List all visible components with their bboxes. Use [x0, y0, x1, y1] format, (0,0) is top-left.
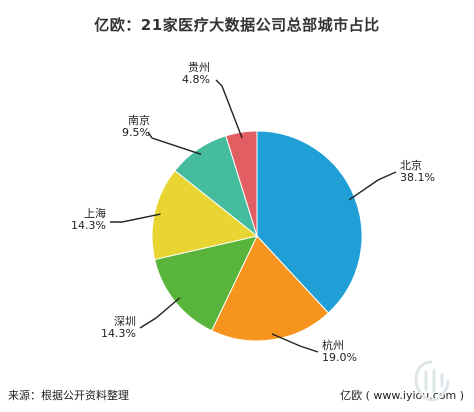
leader-line-1: [271, 333, 319, 353]
pie-slice-5: [225, 130, 258, 237]
leader-line-3: [110, 213, 161, 223]
slice-value-label-4: 9.5%: [122, 126, 150, 139]
slice-value-label-0: 38.1%: [400, 171, 435, 184]
slice-label-3: 上海: [84, 206, 106, 220]
watermark-logo-icon: [414, 360, 450, 402]
pie-slice-0: [256, 130, 363, 314]
leader-line-5: [215, 79, 243, 139]
slice-value-label-2: 14.3%: [101, 327, 136, 340]
slice-label-5: 贵州: [188, 61, 210, 74]
leader-line-4: [147, 131, 202, 155]
slice-value-label-1: 19.0%: [322, 351, 357, 364]
leader-line-0: [348, 171, 397, 201]
pie-slice-3: [151, 169, 259, 261]
pie-slices: [151, 130, 363, 342]
chart-title: 亿欧：21家医疗大数据公司总部城市占比: [94, 16, 380, 34]
slice-label-0: 北京: [400, 158, 422, 172]
pie-slice-1: [211, 235, 330, 342]
slice-label-1: 杭州: [322, 338, 344, 352]
leader-line-2: [139, 297, 181, 329]
slice-value-label-5: 4.8%: [182, 73, 210, 86]
leader-lines: [110, 79, 397, 353]
slice-label-2: 深圳: [114, 315, 136, 328]
source-note: 来源：根据公开资料整理: [8, 389, 129, 402]
slice-label-4: 南京: [128, 113, 150, 127]
slice-value-label-3: 14.3%: [71, 219, 106, 232]
